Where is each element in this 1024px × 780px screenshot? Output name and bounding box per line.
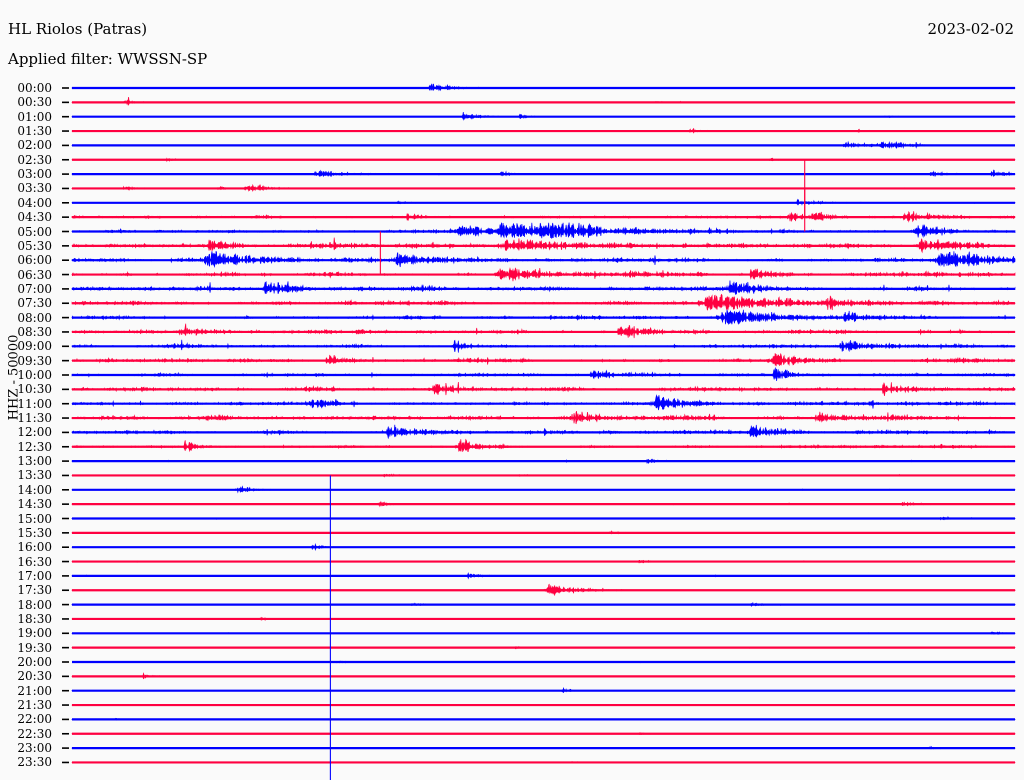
time-label: 10:30 bbox=[17, 382, 52, 397]
time-label: 14:00 bbox=[17, 482, 52, 497]
time-label: 00:30 bbox=[17, 95, 52, 110]
applied-filter-label: Applied filter: WWSSN-SP bbox=[8, 50, 208, 68]
time-label: 19:30 bbox=[17, 640, 52, 655]
time-label: 07:30 bbox=[17, 296, 52, 311]
time-label: 15:30 bbox=[17, 525, 52, 540]
time-label: 11:30 bbox=[17, 411, 52, 426]
time-label: 13:00 bbox=[17, 454, 52, 469]
time-label: 16:00 bbox=[17, 540, 52, 555]
time-label: 12:30 bbox=[17, 439, 52, 454]
time-label: 20:00 bbox=[17, 655, 52, 669]
time-label: 01:30 bbox=[17, 124, 52, 139]
time-label: 02:30 bbox=[17, 152, 52, 167]
time-label: 21:00 bbox=[17, 683, 52, 698]
time-label: 22:00 bbox=[17, 712, 52, 727]
time-label: 06:30 bbox=[17, 267, 52, 282]
time-label: 08:00 bbox=[17, 310, 52, 325]
time-label: 11:00 bbox=[17, 396, 52, 411]
record-date: 2023-02-02 bbox=[927, 20, 1014, 38]
time-label: 03:00 bbox=[17, 167, 52, 182]
time-label: 18:30 bbox=[17, 611, 52, 626]
time-label: 16:30 bbox=[17, 554, 52, 569]
time-axis: 00:00 00:30 01:00 01:30 02:00 02:30 03:00 03:30… bbox=[0, 0, 60, 780]
time-label: 21:30 bbox=[17, 698, 52, 713]
time-label: 12:00 bbox=[17, 425, 52, 440]
time-label: 19:00 bbox=[17, 626, 52, 641]
time-label: 23:30 bbox=[17, 755, 52, 770]
station-title: HL Riolos (Patras) bbox=[8, 20, 148, 38]
time-label: 09:30 bbox=[17, 353, 52, 368]
time-label: 04:30 bbox=[17, 210, 52, 225]
time-label: 02:00 bbox=[17, 138, 52, 153]
time-label: 22:30 bbox=[17, 726, 52, 741]
time-label: 15:00 bbox=[17, 511, 52, 526]
time-label: 00:00 bbox=[17, 81, 52, 95]
time-label: 04:00 bbox=[17, 195, 52, 210]
time-label: 07:00 bbox=[17, 281, 52, 296]
time-label: 10:00 bbox=[17, 368, 52, 382]
seismic-trace bbox=[71, 280, 1016, 295]
time-label: 01:00 bbox=[17, 109, 52, 124]
time-label: 06:00 bbox=[17, 253, 52, 268]
time-label: 05:00 bbox=[17, 224, 52, 239]
time-label: 13:30 bbox=[17, 468, 52, 483]
time-label: 08:30 bbox=[17, 324, 52, 339]
time-label: 09:00 bbox=[17, 339, 52, 354]
time-label: 17:00 bbox=[17, 568, 52, 583]
time-label: 18:00 bbox=[17, 597, 52, 612]
seismic-trace bbox=[71, 438, 1016, 453]
seismic-trace bbox=[71, 96, 1016, 106]
time-label: 05:30 bbox=[17, 238, 52, 253]
time-label: 03:30 bbox=[17, 181, 52, 196]
time-label: 14:30 bbox=[17, 497, 52, 512]
time-label: 17:30 bbox=[17, 583, 52, 598]
time-label: 20:30 bbox=[17, 669, 52, 684]
time-label: 23:00 bbox=[17, 741, 52, 756]
